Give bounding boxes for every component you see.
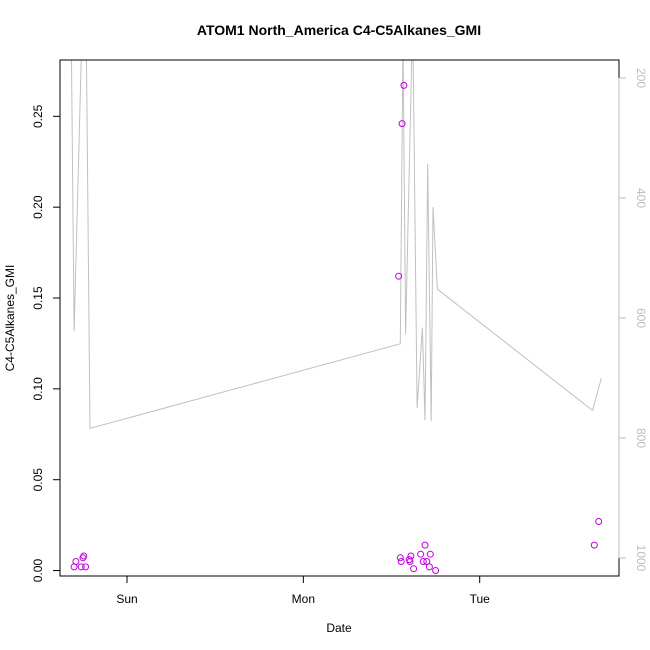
data-point [397,558,405,565]
y2-tick-label: 200 [634,68,648,88]
x-axis-label: Date [326,621,352,635]
data-point [398,120,406,128]
plot-frame [59,59,620,577]
data-point [432,567,440,574]
x-tick-label: Tue [470,592,491,606]
y-tick-label: 0.15 [31,286,45,310]
y-tick-label: 0.00 [31,559,45,583]
data-point [395,272,403,280]
y-tick-label: 0.10 [31,377,45,401]
x-tick-label: Sun [116,592,137,606]
data-point [400,81,408,89]
data-point [417,550,425,558]
data-point [590,541,598,549]
y-tick-label: 0.25 [31,104,45,128]
y-tick-label: 0.05 [31,468,45,492]
data-point [410,565,418,573]
y-tick-label: 0.20 [31,195,45,219]
data-point [425,563,433,571]
data-point [80,552,88,560]
x-tick-label: Mon [292,592,315,606]
x-axis: Sun Mon Tue [116,575,491,606]
y2-tick-label: 600 [634,308,648,328]
data-point [77,563,85,571]
data-point [595,518,603,525]
data-point [82,563,90,571]
data-point [72,558,80,565]
point-series [70,81,603,574]
data-point [421,541,429,549]
y2-tick-label: 800 [634,428,648,448]
data-point [426,550,434,558]
line-series [70,60,602,430]
data-point [396,554,404,562]
series-line [70,60,602,430]
data-point [423,558,431,565]
y-axis-left: 0.00 0.05 0.10 0.15 0.20 0.25 [31,104,61,583]
y2-tick-label: 400 [634,188,648,208]
y-axis-label: C4-C5Alkanes_GMI [3,265,17,372]
data-point [419,558,427,565]
data-point [407,552,415,560]
y-axis-right: 200 400 600 800 1000 [618,68,648,572]
chart-title: ATOM1 North_America C4-C5Alkanes_GMI [197,22,481,38]
y2-tick-label: 1000 [634,545,648,572]
